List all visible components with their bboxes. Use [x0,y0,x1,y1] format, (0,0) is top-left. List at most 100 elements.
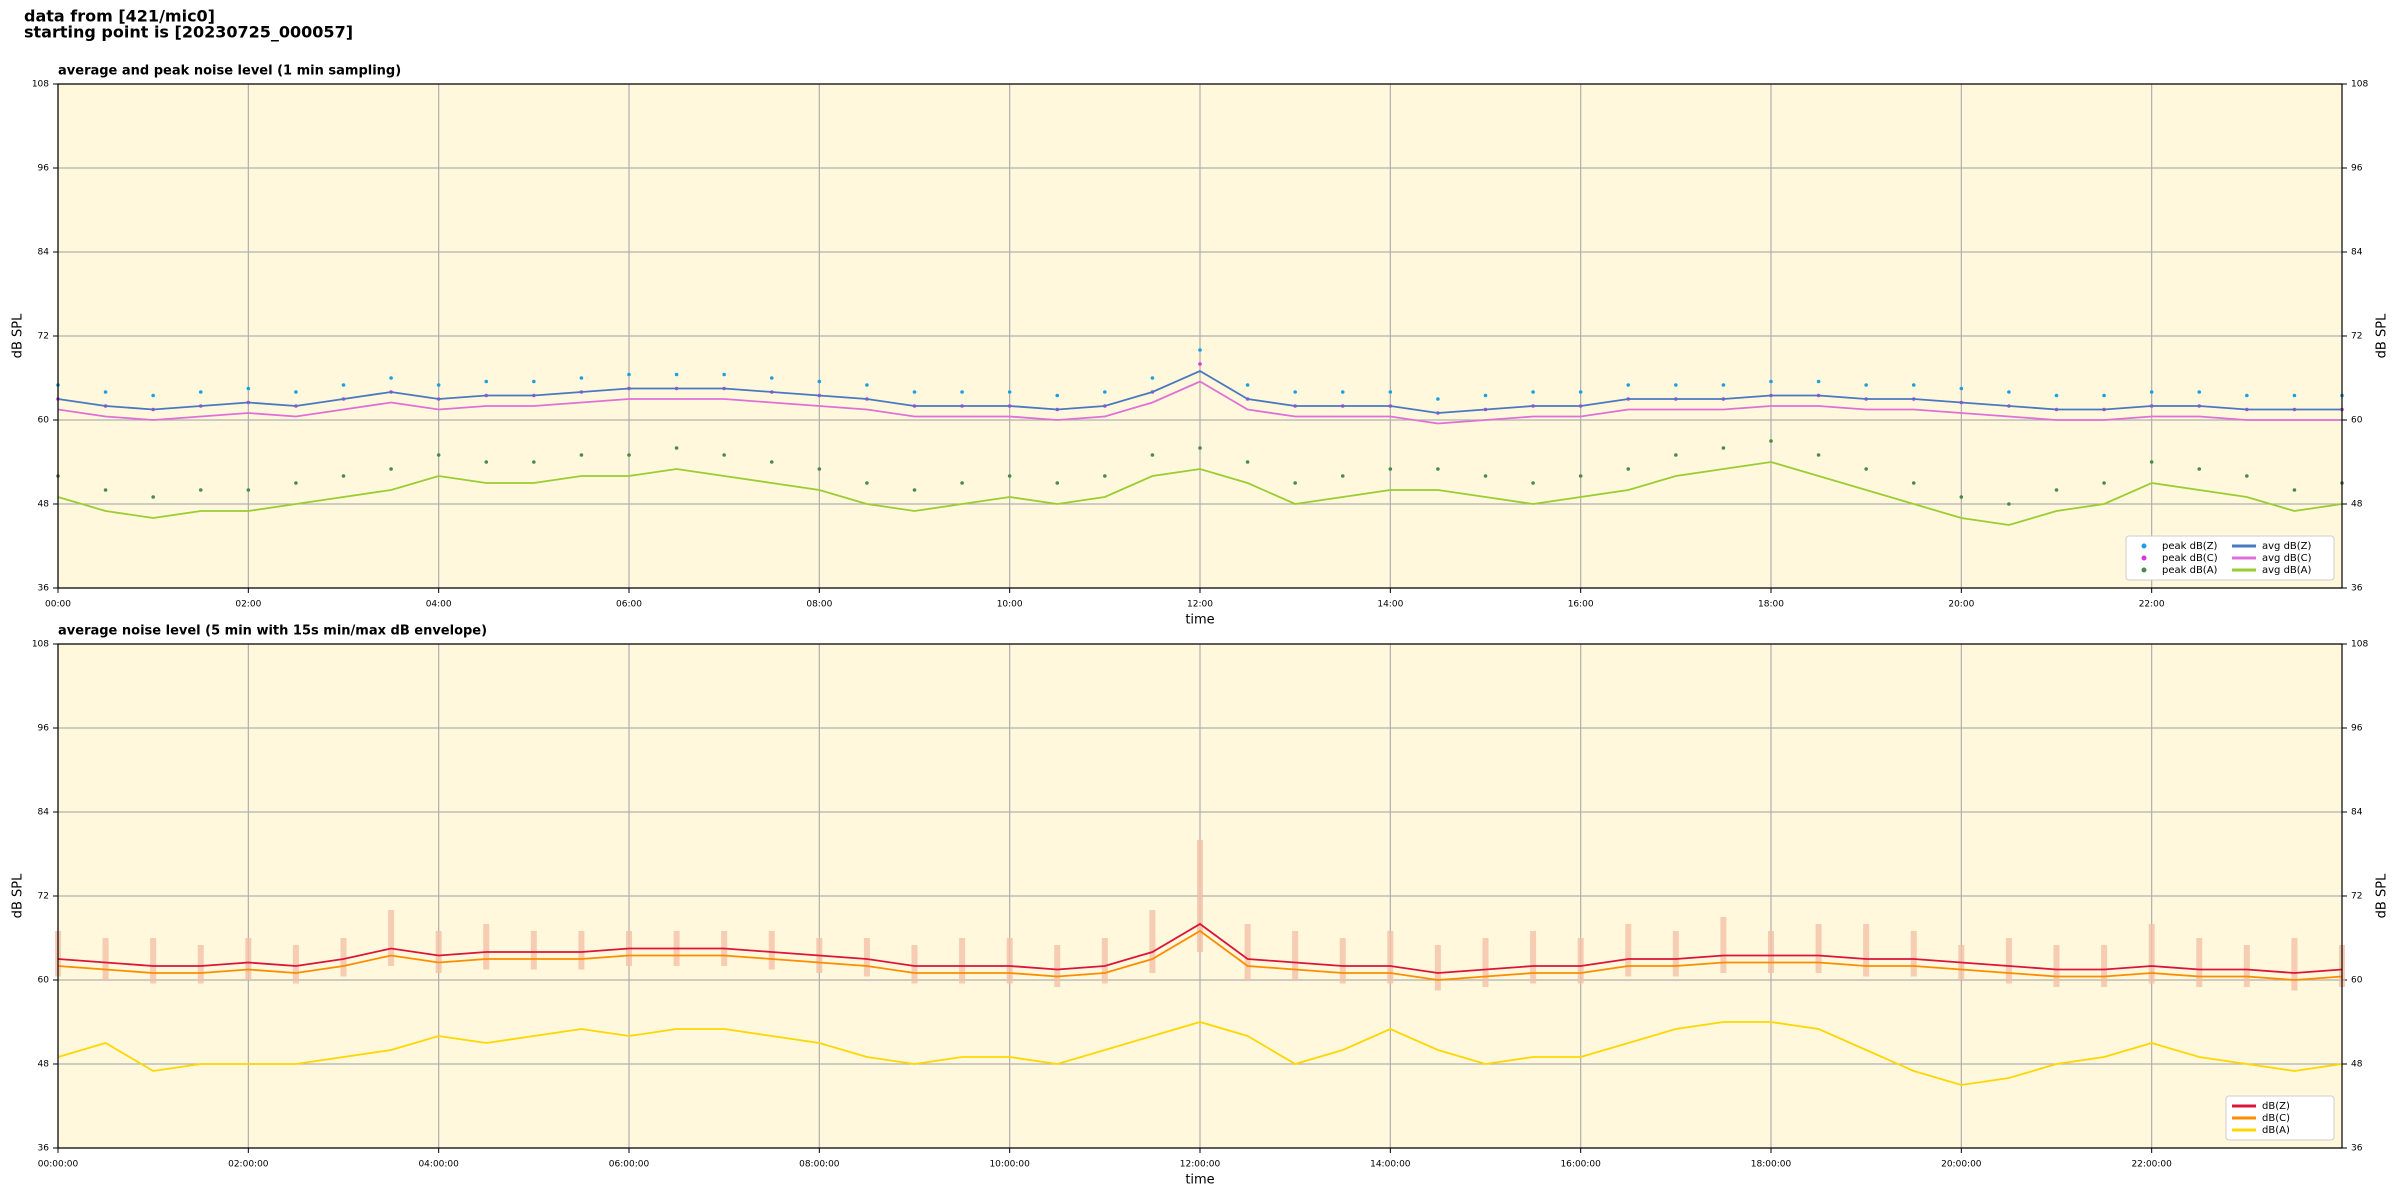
peak-point [1531,390,1535,394]
peak-point [1007,474,1012,478]
peak-point [865,481,869,485]
peak-point [769,460,774,464]
legend-label: avg dB(A) [2262,565,2312,576]
series-line [57,461,2343,526]
peak-point [1769,439,1773,443]
peak-point [246,488,251,492]
x-tick-label: 00:00 [45,600,71,610]
y-tick-label: 60 [2351,976,2363,986]
peak-point [2149,460,2154,464]
peak-point [1150,376,1155,380]
peak-point [1626,467,1631,471]
legend-label: peak dB(Z) [2162,541,2218,552]
peak-point [817,467,822,471]
series-line [57,922,2343,974]
peak-point [2054,393,2059,398]
series-line [57,929,2343,981]
x-tick-label: 06:00:00 [609,1160,650,1170]
peak-point [960,390,964,394]
y-axis-label: dB SPL [11,873,26,918]
x-tick-label: 22:00 [2139,600,2165,610]
peak-point [246,386,251,391]
x-axis-label: time [1185,1173,1214,1188]
peak-point [1674,383,1678,387]
x-tick-label: 00:00:00 [38,1160,79,1170]
plot-frame [57,83,2343,589]
peak-point [2007,502,2011,506]
peak-point [1959,495,1964,499]
y-tick-label: 84 [38,248,50,258]
peak-point [484,460,489,464]
peak-point [1578,474,1583,478]
peak-point [912,390,917,394]
peak-point [1911,481,1916,485]
peak-point [1816,379,1821,384]
x-tick-label: 08:00 [806,600,832,610]
peak-point [1388,467,1393,471]
x-tick-label: 20:00:00 [1941,1160,1982,1170]
peak-point [198,390,203,394]
peak-point [2197,467,2202,471]
y-tick-label: 108 [2351,640,2368,650]
peak-point [1103,474,1107,478]
peak-point [1483,474,1488,478]
peak-point [294,390,298,394]
x-tick-label: 06:00 [616,600,642,610]
legend-label: avg dB(C) [2262,553,2312,564]
peak-point [1436,467,1440,471]
x-tick-label: 04:00 [426,600,452,610]
legend-box [2125,535,2335,581]
peak-point [817,379,822,384]
peak-point [1864,383,1868,387]
x-tick-label: 16:00 [1568,600,1594,610]
plot-frame [57,643,2343,1149]
y-tick-label: 84 [2351,808,2363,818]
y-tick-label: 108 [2351,80,2368,90]
peak-point [722,453,726,457]
x-tick-label: 02:00:00 [228,1160,269,1170]
peak-point [1340,474,1345,478]
peak-point [1245,460,1250,464]
y-tick-label: 48 [38,1060,50,1070]
peak-point [1626,383,1631,387]
peak-point [2292,393,2297,398]
x-tick-label: 14:00 [1377,600,1403,610]
peak-point [1103,390,1107,394]
peak-point [532,460,536,464]
peak-point [2292,488,2297,492]
x-tick-label: 14:00:00 [1370,1160,1411,1170]
peak-point [1769,379,1773,384]
y-tick-label: 48 [38,500,50,510]
peak-point [722,372,726,377]
header-line: starting point is [20230725_000057] [24,23,353,42]
peak-point [103,488,108,492]
y-tick-label: 72 [2351,892,2362,902]
y-tick-label: 96 [38,724,50,734]
peak-point [627,453,631,457]
peak-point [1198,446,1202,450]
x-tick-label: 04:00:00 [418,1160,459,1170]
y-tick-label: 48 [2351,1060,2363,1070]
y-tick-label: 108 [32,80,49,90]
series-line [57,369,2342,414]
header-line: data from [421/mic0] [24,7,215,26]
peak-point [1245,383,1250,387]
y-tick-label: 60 [38,416,50,426]
peak-point [1055,481,1060,485]
peak-point [341,383,346,387]
y-tick-label: 72 [38,332,49,342]
peak-point [960,481,964,485]
peak-point [2102,481,2106,485]
chart-title: average and peak noise level (1 min samp… [58,64,401,79]
peak-point [341,474,346,478]
y-tick-label: 96 [38,164,50,174]
peak-point [1293,390,1297,394]
y-tick-label: 72 [38,892,49,902]
peak-point [389,376,393,380]
peak-point [1531,481,1535,485]
y-tick-label: 48 [2351,500,2363,510]
legend-label: avg dB(Z) [2262,541,2312,552]
x-tick-label: 10:00:00 [989,1160,1030,1170]
y-tick-label: 36 [2351,584,2363,594]
